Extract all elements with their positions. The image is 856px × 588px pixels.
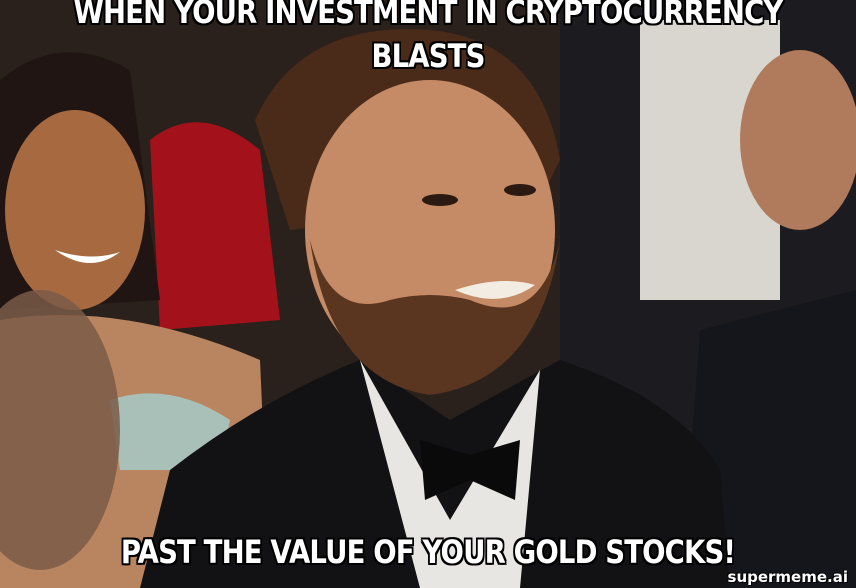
beard <box>310 240 560 395</box>
bottom-text: PAST THE VALUE OF YOUR GOLD STOCKS! <box>120 533 736 571</box>
watermark: supermeme.ai <box>727 568 848 586</box>
foreground-blur <box>0 290 120 570</box>
face-background <box>740 50 856 230</box>
bow-tie <box>420 440 520 500</box>
eye-left <box>422 194 458 206</box>
shirt <box>360 360 540 588</box>
top-text: WHEN YOUR INVESTMENT IN CRYPTOCURRENCY B… <box>73 0 784 75</box>
eye-right <box>504 184 536 196</box>
red-dress <box>150 122 280 330</box>
suit-background <box>680 290 856 588</box>
woman-smile <box>55 250 120 264</box>
woman-face <box>5 110 145 310</box>
man-teeth <box>455 281 535 299</box>
